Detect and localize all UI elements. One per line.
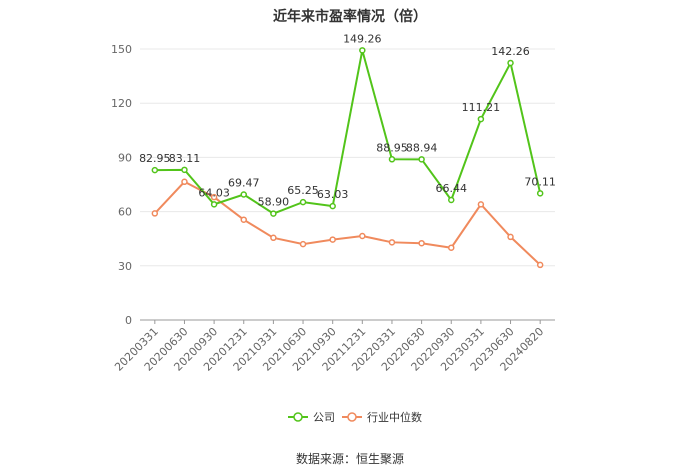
data-label: 63.03	[317, 188, 349, 201]
data-label: 82.95	[139, 152, 171, 165]
industry-point	[448, 244, 455, 251]
y-tick-label: 30	[118, 260, 132, 273]
data-label: 149.26	[343, 32, 382, 45]
industry-point	[299, 240, 307, 248]
company-point	[240, 191, 247, 198]
data-label: 69.47	[228, 176, 260, 189]
data-label: 88.94	[406, 141, 438, 154]
industry-point	[181, 178, 188, 186]
y-tick-label: 150	[111, 43, 132, 56]
data-label: 111.21	[462, 101, 501, 114]
data-label: 66.44	[436, 182, 468, 195]
company-point	[181, 166, 188, 174]
legend-company-marker	[293, 412, 303, 422]
industry-point	[210, 193, 218, 201]
legend-company-label: 公司	[313, 411, 335, 424]
legend-industry-marker	[347, 412, 357, 422]
company-point	[151, 166, 159, 174]
industry-point	[477, 201, 485, 208]
company-point	[270, 210, 277, 217]
data-source: 数据来源：恒生聚源	[295, 452, 404, 466]
company-point	[477, 115, 485, 123]
industry-point	[151, 210, 159, 217]
y-tick-label: 90	[118, 151, 132, 164]
industry-point	[240, 216, 247, 223]
company-series-line	[154, 50, 542, 215]
industry-point	[270, 234, 277, 242]
company-point	[448, 196, 455, 204]
company-point	[359, 47, 366, 54]
industry-point	[536, 261, 544, 269]
industry-point	[418, 239, 425, 247]
data-label: 64.03	[198, 186, 230, 199]
y-tick-label: 0	[125, 314, 132, 327]
company-point	[536, 190, 544, 197]
company-point	[299, 198, 307, 206]
company-point	[507, 59, 514, 67]
data-label: 58.90	[258, 196, 290, 209]
y-tick-label: 60	[118, 206, 132, 219]
industry-point	[388, 239, 396, 246]
industry-series-line	[154, 180, 541, 266]
data-label: 70.11	[524, 175, 556, 188]
company-point	[388, 156, 396, 163]
industry-point	[329, 236, 336, 243]
data-label: 83.11	[169, 152, 201, 165]
company-point	[329, 202, 336, 210]
data-label: 65.25	[287, 184, 319, 197]
company-point	[210, 201, 218, 208]
industry-point	[507, 233, 514, 241]
data-label: 88.95	[376, 141, 408, 154]
data-label: 142.26	[491, 45, 530, 58]
y-tick-label: 120	[111, 97, 132, 110]
industry-point	[359, 232, 366, 240]
chart-title: 近年来市盈率情况（倍）	[273, 9, 427, 25]
legend-industry-label: 行业中位数	[367, 410, 422, 424]
company-point	[418, 156, 425, 163]
